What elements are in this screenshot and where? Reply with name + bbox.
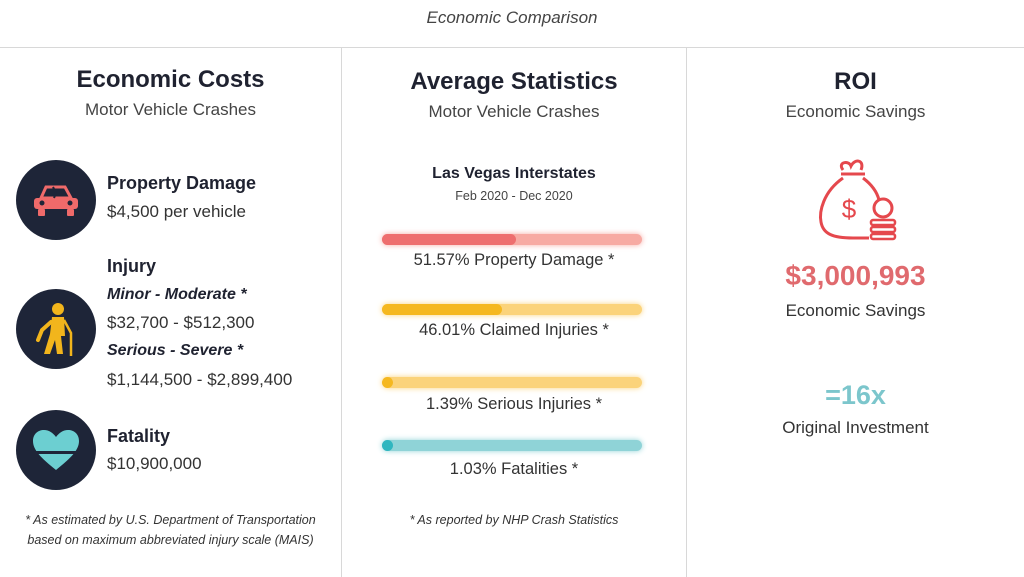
- fatality-heading: Fatality: [107, 426, 171, 446]
- economic-costs-panel: Economic Costs Motor Vehicle Crashes Pro…: [0, 48, 341, 577]
- property-damage-heading: Property Damage: [107, 173, 257, 193]
- minor-moderate-value: $32,700 - $512,300: [107, 313, 255, 332]
- date-range: Feb 2020 - Dec 2020: [455, 189, 573, 203]
- bar-track-property-damage: [382, 234, 642, 245]
- bar-label-property-damage: 51.57% Property Damage *: [413, 251, 615, 269]
- injured-person-icon: [16, 289, 96, 369]
- bar-track-serious-injuries: [382, 377, 642, 388]
- fatality-value: $10,900,000: [107, 454, 202, 473]
- money-bag-icon: $: [813, 156, 903, 251]
- bar-track-claimed-injuries: [382, 304, 642, 315]
- roi-subtitle: Economic Savings: [785, 102, 926, 121]
- injury-heading: Injury: [107, 256, 157, 276]
- location-title: Las Vegas Interstates: [432, 165, 596, 182]
- serious-severe-value: $1,144,500 - $2,899,400: [107, 370, 293, 389]
- costs-footnote-line2: based on maximum abbreviated injury scal…: [27, 533, 314, 547]
- bar-fill-property-damage: [382, 234, 517, 245]
- minor-moderate-label: Minor - Moderate *: [107, 286, 247, 303]
- roi-panel: ROI Economic Savings $ $3,000,993 Econom…: [687, 48, 1024, 577]
- average-statistics-panel: Average Statistics Motor Vehicle Crashes…: [342, 48, 686, 577]
- stats-title: Average Statistics: [410, 68, 618, 95]
- roi-savings-label: Economic Savings: [785, 301, 926, 320]
- property-damage-value: $4,500 per vehicle: [107, 202, 246, 221]
- costs-footnote: * As estimated by U.S. Department of Tra…: [0, 510, 341, 550]
- stats-footnote: * As reported by NHP Crash Statistics: [409, 513, 619, 527]
- serious-severe-label: Serious - Severe *: [107, 342, 244, 359]
- roi-multiplier: =16x: [825, 380, 886, 410]
- roi-multiplier-label: Original Investment: [782, 418, 929, 437]
- car-icon: [16, 160, 96, 240]
- bar-label-serious-injuries: 1.39% Serious Injuries *: [425, 395, 603, 413]
- roi-savings-amount: $3,000,993: [785, 260, 926, 291]
- roi-title: ROI: [834, 68, 877, 95]
- costs-subtitle: Motor Vehicle Crashes: [84, 100, 257, 119]
- svg-text:$: $: [842, 194, 857, 224]
- bar-fill-fatalities: [382, 440, 393, 451]
- bar-fill-claimed-injuries: [382, 304, 502, 315]
- costs-title: Economic Costs: [76, 66, 265, 93]
- bar-label-fatalities: 1.03% Fatalities *: [449, 460, 579, 478]
- heart-icon: [16, 410, 96, 490]
- column-divider-left: [341, 48, 342, 577]
- header-divider: [0, 47, 1024, 48]
- page-title: Economic Comparison: [426, 8, 598, 27]
- costs-footnote-line1: * As estimated by U.S. Department of Tra…: [25, 513, 316, 527]
- column-divider-right: [686, 48, 687, 577]
- bar-fill-serious-injuries: [382, 377, 393, 388]
- stats-subtitle: Motor Vehicle Crashes: [428, 102, 600, 121]
- bar-label-claimed-injuries: 46.01% Claimed Injuries *: [419, 321, 609, 339]
- bar-track-fatalities: [382, 440, 642, 451]
